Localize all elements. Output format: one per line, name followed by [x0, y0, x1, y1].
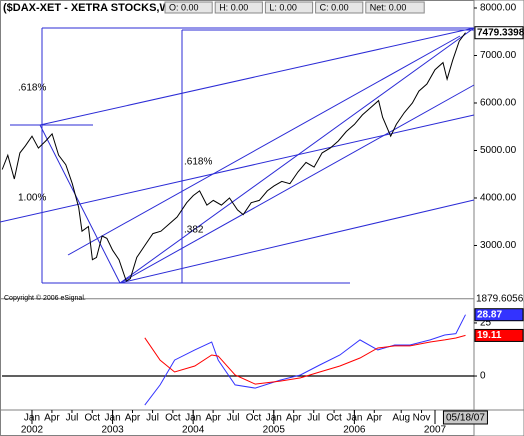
x-tick-label: Jul [227, 413, 240, 424]
annotation: .382 [184, 225, 204, 236]
last-value-box [474, 26, 524, 40]
x-tick-label: Apr [367, 413, 383, 424]
year-label: 2007 [424, 425, 447, 436]
x-tick-label: Oct [246, 413, 262, 424]
year-label: 2004 [182, 425, 205, 436]
year-label: 2005 [263, 425, 286, 436]
x-tick-label: Oct [84, 413, 100, 424]
trendline [39, 27, 475, 126]
y-min-label: 1879.60562 [476, 293, 524, 304]
y-tick-label: 4000.00 [480, 193, 517, 204]
y-tick-label: 0 [480, 371, 486, 382]
y-tick-label: 8000.00 [480, 3, 517, 14]
ohlc-label: C: 0.00 [320, 2, 349, 12]
ohlc-label: L: 0.00 [269, 2, 297, 12]
x-tick-label: Jul [307, 413, 320, 424]
annotation: .618% [18, 83, 46, 94]
last-value-box [474, 308, 524, 322]
x-tick-label: Nov [413, 413, 431, 424]
trendline [119, 199, 475, 284]
y-tick-label: 25 [480, 318, 492, 329]
y-tick-label: 3000.00 [480, 240, 517, 251]
ohlc-box [315, 1, 364, 14]
x-tick-label: Oct [165, 413, 181, 424]
last-value-label: 19.11 [477, 330, 502, 341]
x-tick-label: Apr [125, 413, 141, 424]
trendlines [0, 27, 475, 284]
last-date-box [442, 410, 488, 425]
year-label: 2006 [343, 425, 366, 436]
ohlc-box [365, 1, 425, 14]
trendline [67, 35, 461, 256]
x-tick-label: Apr [44, 413, 60, 424]
ohlc-label: O: 0.00 [169, 2, 199, 12]
last-value-label: 7479.3398 [477, 27, 524, 38]
x-tick-label: Apr [286, 413, 302, 424]
y-tick-label: 5000.00 [480, 145, 517, 156]
last-value-box [474, 328, 524, 342]
ohlc-box [164, 1, 213, 14]
trendline [119, 84, 475, 284]
series-line [144, 334, 466, 385]
x-tick-label: Jul [146, 413, 159, 424]
y-tick-label: 7000.00 [480, 50, 517, 61]
series-line [1, 32, 466, 282]
series-line [144, 314, 466, 406]
price-axis-area [473, 0, 524, 436]
copyright: Copyright © 2006 eSignal. [4, 294, 86, 302]
annotation: .618% [184, 157, 212, 168]
year-label: 2003 [101, 425, 124, 436]
annotation: 1.00% [18, 193, 46, 204]
chart-title: ($DAX-XET - XETRA STOCKS,W) [3, 2, 174, 14]
ohlc-label: Net: 0.00 [370, 2, 407, 12]
x-tick-label: Aug [392, 413, 410, 424]
x-tick-label: Apr [205, 413, 221, 424]
trendline [0, 114, 475, 223]
ohlc-box [214, 1, 263, 14]
ohlc-label: H: 0.00 [219, 2, 248, 12]
y-tick-label: 6000.00 [480, 98, 517, 109]
x-tick-label: Oct [326, 413, 342, 424]
year-label: 2002 [21, 425, 44, 436]
last-value-label: 28.87 [477, 309, 502, 320]
x-tick-label: Jul [66, 413, 79, 424]
title-box [1, 1, 161, 14]
ohlc-box [264, 1, 314, 14]
trendline [119, 27, 475, 284]
last-date-label: 05/18/07 [446, 413, 485, 424]
